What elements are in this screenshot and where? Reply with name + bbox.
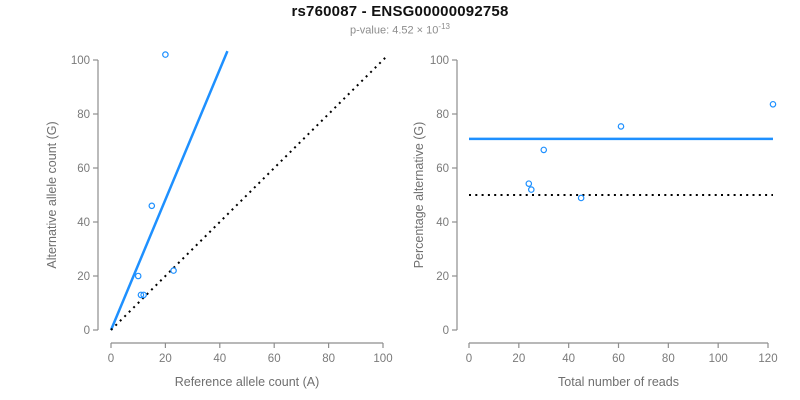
data-point <box>137 291 145 299</box>
x-tick-label: 20 <box>159 353 172 365</box>
data-point <box>134 272 142 280</box>
data-point <box>540 146 548 154</box>
y-tick-label: 0 <box>443 325 449 337</box>
x-tick-label: 80 <box>662 353 675 365</box>
data-point <box>162 51 169 58</box>
x-tick-label: 0 <box>108 353 114 365</box>
identity-line <box>110 56 387 331</box>
x-tick-label: 60 <box>612 353 625 365</box>
x-tick-label: 100 <box>373 353 392 365</box>
x-axis-title: Reference allele count (A) <box>175 375 320 389</box>
y-axis-title: Percentage alternative (G) <box>412 122 426 269</box>
x-tick-label: 60 <box>268 353 281 365</box>
fitted-allelic-ratio-line <box>109 50 229 331</box>
p-value-exponent: -13 <box>438 22 450 31</box>
y-tick-label: 100 <box>430 55 449 67</box>
data-point <box>769 100 777 108</box>
x-tick-label: 20 <box>512 353 525 365</box>
y-tick-label: 40 <box>77 217 90 229</box>
y-tick-label: 20 <box>436 271 449 283</box>
y-tick-label: 80 <box>77 109 90 121</box>
y-tick-label: 20 <box>77 271 90 283</box>
x-tick-label: 120 <box>758 353 777 365</box>
data-point <box>170 267 177 274</box>
y-tick-label: 40 <box>436 217 449 229</box>
data-point <box>525 180 533 187</box>
figure-title: rs760087 - ENSG00000092758 <box>291 3 509 20</box>
p-value-base: 4.52 × 10 <box>392 24 439 37</box>
y-tick-label: 60 <box>77 163 90 175</box>
data-point <box>140 291 147 299</box>
x-tick-label: 0 <box>466 353 472 365</box>
y-tick-label: 60 <box>436 163 449 175</box>
y-tick-label: 100 <box>71 55 90 67</box>
x-tick-label: 40 <box>213 353 226 365</box>
data-point <box>577 194 585 202</box>
x-axis-title: Total number of reads <box>558 375 679 389</box>
p-value-label: p-value: <box>350 24 393 37</box>
x-tick-label: 40 <box>562 353 575 365</box>
y-tick-label: 80 <box>436 109 449 121</box>
data-point <box>527 186 535 193</box>
y-axis-title: Alternative allele count (G) <box>45 121 59 268</box>
x-tick-label: 100 <box>709 353 728 365</box>
x-tick-label: 80 <box>322 353 335 365</box>
figure-subtitle: p-value: 4.52 × 10-13 <box>0 22 800 37</box>
data-point <box>148 202 156 210</box>
data-point <box>617 123 625 130</box>
y-tick-label: 0 <box>84 325 90 337</box>
